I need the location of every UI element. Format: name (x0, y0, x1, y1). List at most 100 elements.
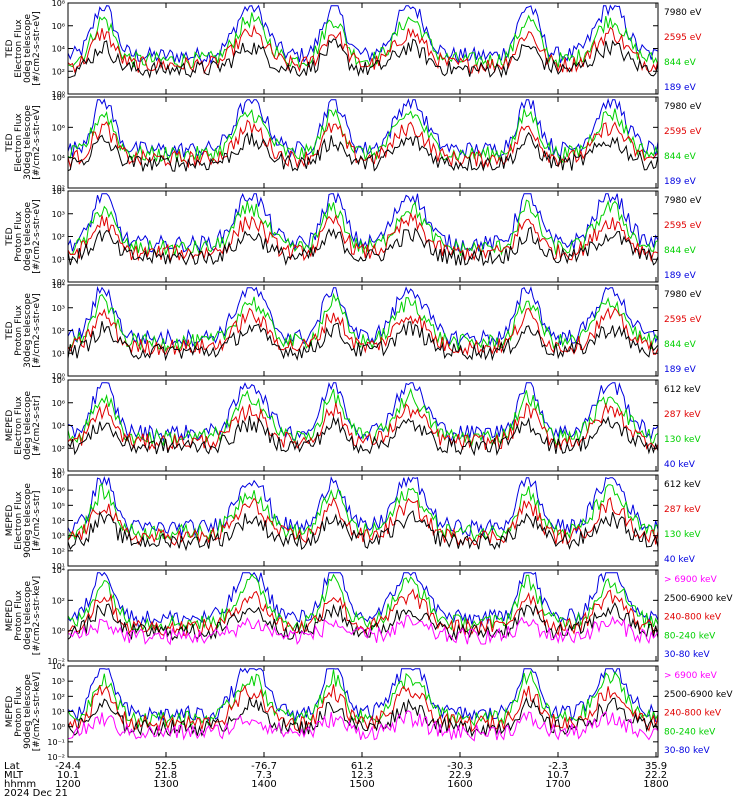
legend-entry: 287 keV (664, 505, 701, 515)
y-tick-label: 10⁷ (52, 471, 65, 480)
panel-5: 10¹ 10² 10⁴ 10⁶ 10⁸ MEPED Electron Flux 0deg te… (5, 376, 701, 476)
y-tick-label: 10⁴ (52, 154, 65, 163)
y-tick-label: 10⁶ (52, 486, 65, 495)
y-tick-label: 10⁰ (52, 627, 65, 636)
x-tick-label: 35.9 (645, 761, 667, 772)
y-tick-label: 10² (52, 67, 65, 76)
x-tick-label: 1300 (153, 779, 178, 790)
y-tick-label: 10¹ (52, 255, 65, 264)
x-tick-label: 1500 (349, 779, 374, 790)
y-axis-label: Proton Flux (14, 686, 24, 737)
y-tick-label: 10⁸ (52, 376, 65, 385)
y-axis-label: [#/cm2-s-str-eV] (32, 105, 42, 180)
y-axis-label: 0deg telescope (23, 202, 33, 272)
legend-entry: 189 eV (664, 177, 697, 187)
series-line-7-1 (67, 614, 659, 646)
y-axis-label: [#/cm2-s-str] (32, 490, 42, 550)
x-tick-label: 10.7 (547, 770, 569, 781)
series-line-1-4 (67, 4, 659, 65)
y-axis-label: Proton Flux (14, 590, 24, 641)
series-line-5-2 (67, 402, 659, 452)
series-line-2-1 (67, 131, 659, 172)
y-tick-label: 10⁴ (52, 187, 65, 196)
x-tick-label: 21.8 (155, 770, 177, 781)
y-tick-label: 10⁶ (52, 22, 65, 31)
y-tick-label: 10⁰ (52, 278, 65, 287)
x-tick-label: 52.5 (155, 761, 177, 772)
y-axis-label: [#/cm2-s-str] (32, 395, 42, 455)
y-tick-label: 10² (52, 327, 65, 336)
x-tick-label: -24.4 (55, 761, 81, 772)
legend-entry: 612 keV (664, 385, 701, 395)
x-axis-row-label: MLT (4, 770, 24, 781)
series-line-7-2 (67, 602, 659, 641)
series-line-3-2 (67, 213, 659, 263)
series-line-5-1 (67, 415, 659, 457)
y-tick-label: 10³ (52, 210, 65, 219)
y-axis-label: [#/cm2-s-str-eV] (32, 11, 42, 86)
y-axis-label: Proton Flux (14, 305, 24, 356)
plot-frame (67, 474, 659, 567)
x-tick-label: 1600 (447, 779, 472, 790)
series-line-4-3 (67, 292, 659, 353)
y-axis-label: MEPED (5, 410, 15, 442)
series-line-4-1 (67, 321, 659, 362)
legend-entry: 240-800 keV (664, 709, 722, 719)
plot-frame (67, 190, 659, 283)
y-tick-label: 10⁴ (52, 662, 65, 671)
y-axis-label: [#/cm2-s-str-eV] (32, 293, 42, 368)
series-line-1-3 (67, 12, 659, 70)
y-tick-label: 10² (52, 233, 65, 242)
y-tick-label: 10⁰ (52, 723, 65, 732)
panel-1: 10⁰ 10² 10⁴ 10⁶ 10⁸ TED Electron Flux 0deg tele… (5, 0, 702, 99)
y-tick-label: 10² (52, 184, 65, 193)
legend-entry: 189 eV (664, 365, 697, 375)
x-tick-label: 1400 (251, 779, 276, 790)
x-tick-label: 7.3 (256, 770, 272, 781)
y-axis-label: 90deg telescope (23, 483, 33, 558)
legend-entry: 844 eV (664, 340, 697, 350)
y-tick-label: 10⁴ (52, 422, 65, 431)
series-line-5-3 (67, 387, 659, 447)
y-axis-label: [#/cm2-s-str-keV] (32, 672, 42, 751)
y-tick-label: 10³ (52, 677, 65, 686)
date-label: 2024 Dec 21 (4, 788, 68, 799)
y-axis-label: TED (5, 227, 15, 246)
x-tick-label: 12.3 (351, 770, 373, 781)
y-axis-label: 30deg telescope (23, 105, 33, 180)
y-tick-label: 10⁶ (52, 123, 65, 132)
series-line-1-1 (67, 38, 659, 79)
legend-entry: 130 keV (664, 435, 701, 445)
x-tick-label: -30.3 (447, 761, 473, 772)
x-axis-row-label: Lat (4, 761, 20, 772)
series-line-6-4 (67, 476, 659, 537)
y-tick-label: 10³ (52, 304, 65, 313)
legend-entry: 2595 eV (664, 221, 702, 231)
y-axis-label: TED (5, 321, 15, 340)
legend-entry: 7980 eV (664, 8, 702, 18)
series-line-3-4 (67, 192, 659, 253)
x-tick-label: -76.7 (251, 761, 277, 772)
legend-entry: 2500-6900 keV (664, 594, 733, 604)
series-line-8-2 (67, 696, 659, 738)
y-axis-label: 90deg telescope (23, 674, 33, 749)
panel-7: 10⁻² 10⁰ 10² 10⁴ MEPED Proton Flux 0deg telesc… (5, 566, 733, 666)
x-tick-label: 1700 (545, 779, 570, 790)
legend-entry: > 6900 keV (664, 671, 718, 681)
y-axis-label: 0deg telescope (23, 14, 33, 84)
y-axis-label: Electron Flux (14, 113, 24, 172)
legend-entry: 130 keV (664, 530, 701, 540)
x-tick-label: 10.1 (57, 770, 79, 781)
y-axis-label: Electron Flux (14, 491, 24, 550)
x-tick-label: 1800 (643, 779, 668, 790)
x-tick-label: 22.9 (449, 770, 471, 781)
plot-frame (67, 96, 659, 189)
y-tick-label: 10⁶ (52, 399, 65, 408)
y-tick-label: 10⁻¹ (47, 738, 65, 747)
y-axis-label: MEPED (5, 505, 15, 537)
legend-entry: 240-800 keV (664, 613, 722, 623)
x-tick-label: 61.2 (351, 761, 373, 772)
series-line-8-1 (67, 710, 659, 742)
y-tick-label: 10⁴ (52, 45, 65, 54)
